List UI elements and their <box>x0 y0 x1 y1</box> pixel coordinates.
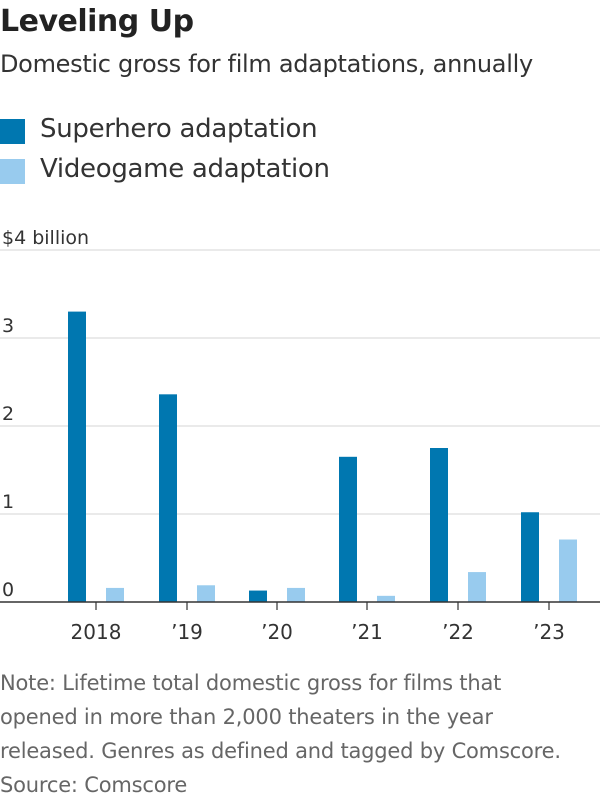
legend-label-videogame: Videogame adaptation <box>40 154 330 184</box>
bar-superhero <box>249 590 267 602</box>
y-tick-label: 0 <box>2 579 14 601</box>
bar-superhero <box>339 456 357 602</box>
bar-videogame <box>377 595 395 602</box>
source-line: Source: Comscore <box>0 773 188 797</box>
chart-title: Leveling Up <box>0 4 194 39</box>
chart-subtitle: Domestic gross for film adaptations, ann… <box>0 50 533 78</box>
bar-chart: 0 1 2 3 $4 billion 2018 ’19 ’20 ’21 ’22 ’23 <box>0 227 600 644</box>
y-tick-label: 2 <box>2 403 14 425</box>
bar-videogame <box>197 585 215 602</box>
note-line: Note: Lifetime total domestic gross for … <box>0 671 502 695</box>
chart-note: Note: Lifetime total domestic gross for … <box>0 666 600 802</box>
x-tick-label: ’19 <box>171 620 203 644</box>
legend-swatch-superhero <box>0 119 25 144</box>
bar-superhero <box>159 394 177 602</box>
note-line: opened in more than 2,000 theaters in th… <box>0 705 493 729</box>
bar-videogame <box>468 572 486 602</box>
y-tick-label: 3 <box>2 315 14 337</box>
x-tick-label: ’22 <box>442 620 474 644</box>
bar-superhero <box>430 448 448 602</box>
x-tick-label: 2018 <box>71 620 122 644</box>
bar-videogame <box>106 587 124 602</box>
x-tick-label: ’20 <box>261 620 293 644</box>
bar-videogame <box>287 587 305 602</box>
x-tick-label: ’21 <box>351 620 383 644</box>
bar-superhero <box>521 512 539 602</box>
bar-superhero <box>68 311 86 602</box>
x-tick-label: ’23 <box>533 620 565 644</box>
legend-swatch-videogame <box>0 159 25 184</box>
y-tick-label: 1 <box>2 491 14 513</box>
legend-label-superhero: Superhero adaptation <box>40 114 318 144</box>
bar-videogame <box>559 539 577 602</box>
y-tick-label: $4 billion <box>2 227 89 249</box>
note-line: released. Genres as defined and tagged b… <box>0 739 561 763</box>
